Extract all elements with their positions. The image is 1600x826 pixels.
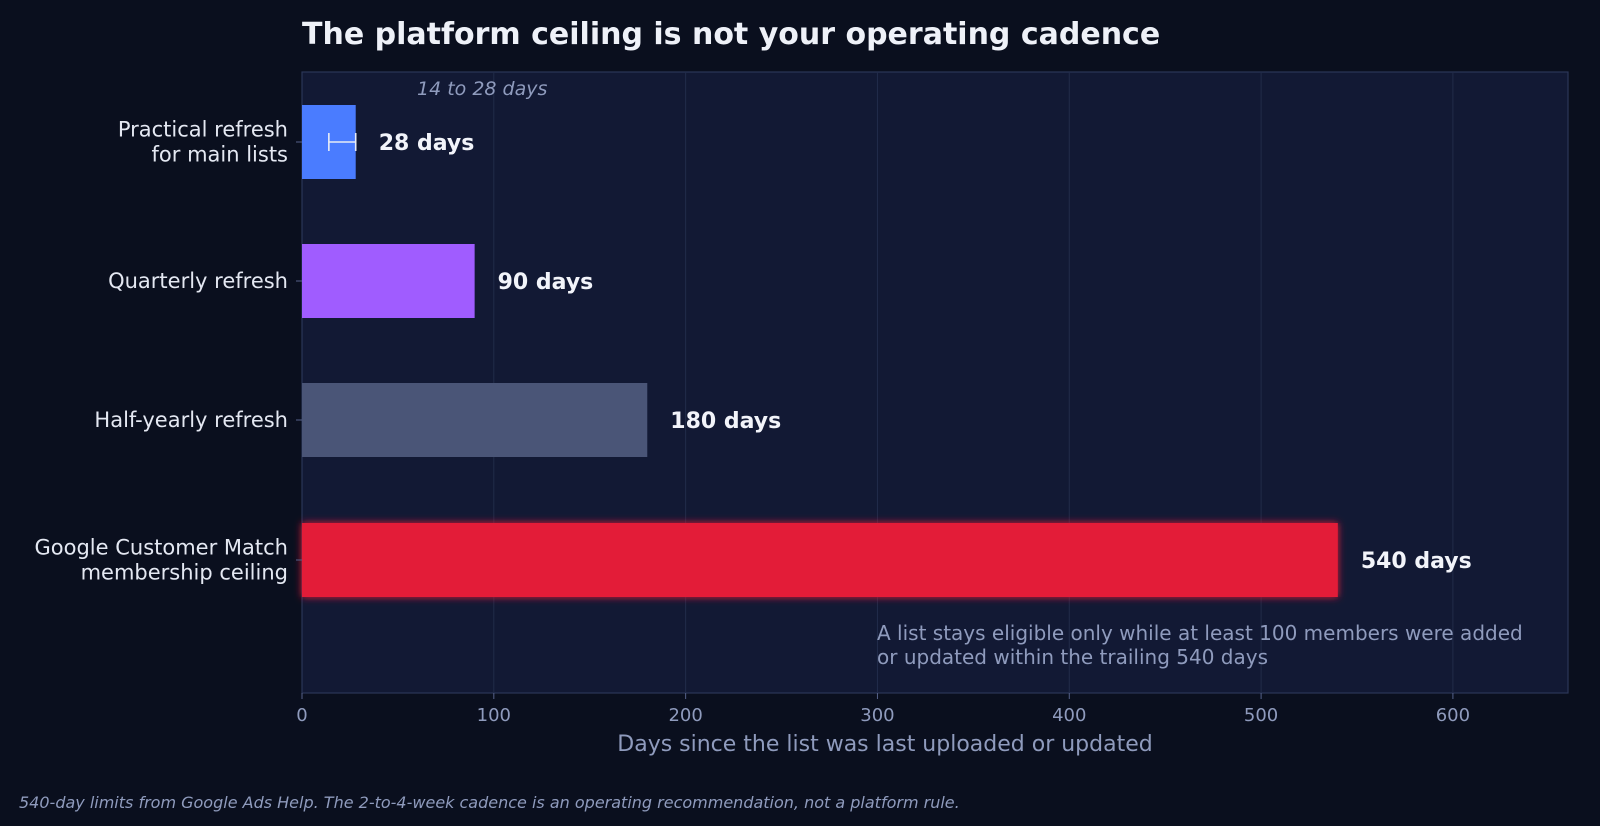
- footer-note: 540-day limits from Google Ads Help. The…: [19, 793, 960, 812]
- note-line: A list stays eligible only while at leas…: [877, 621, 1523, 645]
- x-axis-title: Days since the list was last uploaded or…: [617, 732, 1152, 757]
- bar: [302, 383, 648, 457]
- x-tick-label: 0: [296, 705, 307, 726]
- category-label: Quarterly refresh: [108, 269, 288, 293]
- x-tick-label: 100: [477, 705, 511, 726]
- x-axis: 0 100 200 300 400 500 600: [296, 693, 1470, 726]
- bar-value-label: 180 days: [670, 409, 781, 434]
- bar: [302, 244, 475, 318]
- bar: [302, 523, 1338, 597]
- category-label: Google Customer Match: [35, 536, 289, 560]
- range-annotation-label: 14 to 28 days: [417, 78, 547, 100]
- x-tick-label: 400: [1052, 705, 1086, 726]
- annotation-note: A list stays eligible only while at leas…: [877, 621, 1523, 669]
- bar-value-label: 28 days: [379, 131, 475, 156]
- category-label: Half-yearly refresh: [94, 408, 288, 432]
- note-line: or updated within the trailing 540 days: [877, 645, 1268, 669]
- category-label: for main lists: [152, 143, 288, 167]
- x-tick-label: 500: [1244, 705, 1278, 726]
- category-label: Practical refresh: [118, 118, 288, 142]
- bars: [302, 105, 1338, 597]
- bar-value-label: 90 days: [498, 270, 594, 295]
- x-tick-label: 300: [860, 705, 894, 726]
- x-tick-label: 200: [668, 705, 702, 726]
- plot-area: [301, 71, 1569, 694]
- bar-value-label: 540 days: [1361, 549, 1472, 574]
- chart-title: The platform ceiling is not your operati…: [302, 17, 1160, 52]
- x-tick-label: 600: [1436, 705, 1470, 726]
- category-label: membership ceiling: [81, 561, 288, 585]
